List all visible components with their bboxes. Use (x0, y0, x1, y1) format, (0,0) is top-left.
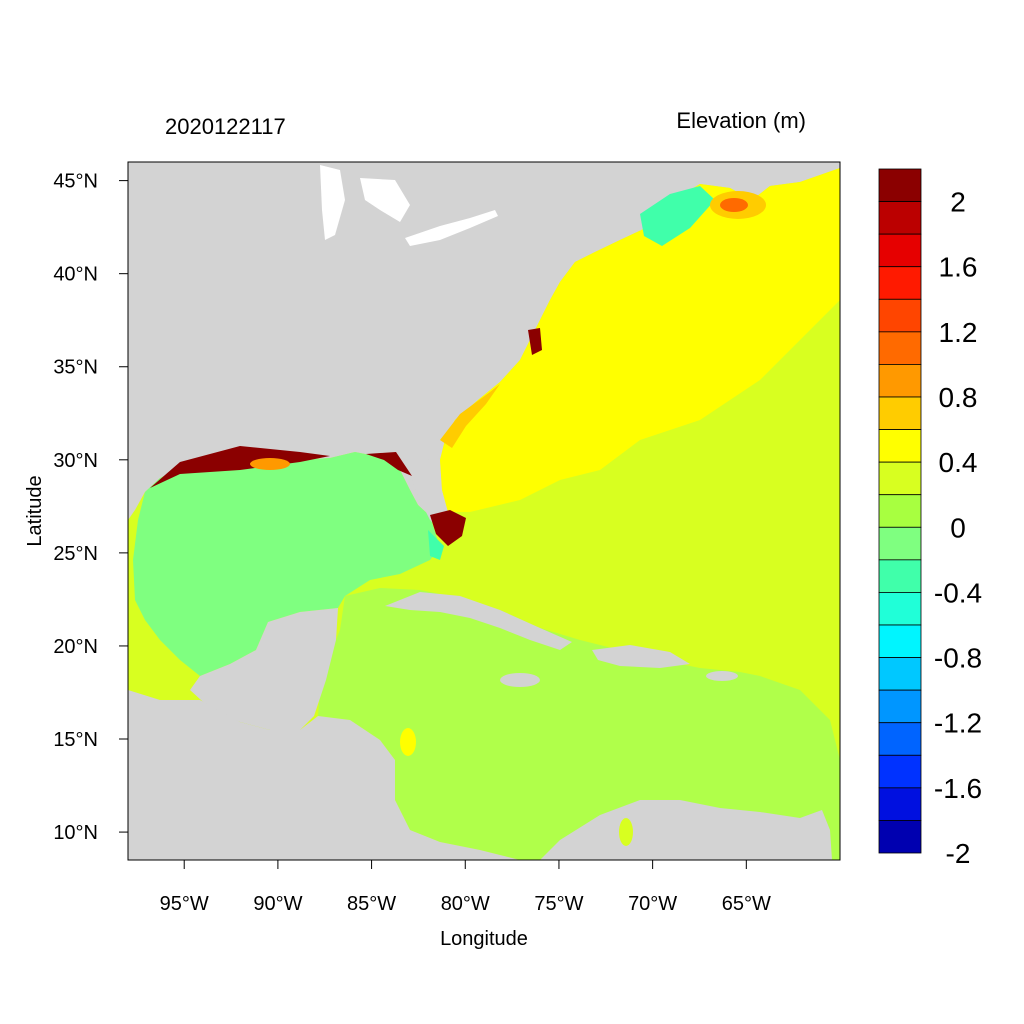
lake-huron (360, 178, 410, 222)
colorbar-swatch (878, 754, 922, 789)
colorbar-swatch (878, 689, 922, 724)
y-tick-label: 20°N (53, 636, 98, 658)
x-tick-label: 70°W (628, 893, 677, 915)
honduras-warm (400, 728, 416, 756)
colorbar-swatch (878, 657, 922, 691)
colorbar-swatch (878, 592, 922, 626)
y-tick-label: 45°N (53, 171, 98, 193)
colorbar-swatch (878, 168, 922, 202)
colorbar-label: -0.4 (934, 577, 982, 608)
land-florida (412, 458, 448, 530)
x-tick-label: 90°W (253, 893, 302, 915)
colorbar-swatch (878, 559, 922, 593)
colorbar-label: -2 (946, 838, 971, 869)
maracaibo-warm (619, 818, 633, 846)
fundy-hot (720, 198, 748, 212)
surge-panhandle (366, 452, 412, 476)
colorbar-labels: 2 1.6 1.2 0.8 0.4 0 -0.4 -0.8 -1.2 -1.6 -2 (934, 187, 982, 869)
nearshore-band (440, 168, 840, 512)
x-tick-label: 95°W (160, 893, 209, 915)
colorbar-swatch (878, 429, 922, 463)
gulf-of-maine-cool (640, 186, 715, 246)
colorbar-label: -0.8 (934, 643, 982, 674)
y-axis-label: Latitude (24, 475, 46, 546)
x-tick-label: 65°W (722, 893, 771, 915)
map-plot-area (128, 162, 840, 860)
louisiana-orange (250, 458, 290, 470)
colorbar-swatch (878, 201, 922, 235)
colorbar-swatch (878, 298, 922, 333)
colorbar-label: 0 (950, 512, 966, 543)
colorbar-label: 0.4 (939, 447, 978, 478)
plot-frame (127, 161, 841, 861)
surge-chesapeake (528, 328, 542, 355)
surge-gulf-coast (150, 446, 330, 488)
colorbar-swatch (878, 526, 922, 561)
land-yucatan (190, 608, 338, 730)
y-tick-label: 25°N (53, 543, 98, 565)
colorbar-swatch (878, 364, 922, 398)
y-tick-label: 30°N (53, 450, 98, 472)
colorbar-swatch (878, 624, 922, 658)
coastal-orange-georgia (440, 384, 500, 448)
x-axis-label: Longitude (440, 928, 528, 950)
colorbar-swatch (878, 722, 922, 756)
colorbar-label: -1.2 (934, 708, 982, 739)
variable-label: Elevation (m) (676, 108, 806, 133)
colorbar-swatch (878, 820, 922, 854)
colorbar-swatch (878, 396, 922, 430)
y-tick-label: 40°N (53, 264, 98, 286)
land-central-america (128, 690, 520, 860)
colorbar-label: 0.8 (939, 382, 978, 413)
land-south-america (540, 800, 832, 860)
colorbar-swatch (878, 331, 922, 365)
land-north-america (128, 162, 840, 520)
x-tick-label: 80°W (441, 893, 490, 915)
x-tick-label: 75°W (534, 893, 583, 915)
land-cuba (385, 592, 572, 650)
y-tick-label: 15°N (53, 729, 98, 751)
land-puerto-rico (706, 671, 738, 681)
florida-straits-cool (428, 530, 444, 560)
colorbar-swatch (878, 787, 922, 821)
y-tick-label: 35°N (53, 357, 98, 379)
colorbar-swatch (878, 461, 922, 496)
lake-erie-ontario (405, 210, 498, 246)
colorbar-swatch (878, 233, 922, 268)
colorbar-swatch (878, 266, 922, 300)
colorbar-label: 2 (950, 187, 966, 218)
x-tick-label: 85°W (347, 893, 396, 915)
land-hispaniola (592, 645, 690, 668)
colorbar-swatch (878, 494, 922, 528)
colorbar-label: 1.2 (939, 317, 978, 348)
lake-michigan (320, 165, 345, 240)
surge-south-florida (430, 510, 466, 546)
land-jamaica (500, 673, 540, 687)
colorbar (878, 168, 922, 854)
y-axis-ticks: 45°N 40°N 35°N 30°N 25°N 20°N 15°N 10°N (53, 171, 128, 844)
y-tick-label: 10°N (53, 822, 98, 844)
colorbar-label: -1.6 (934, 773, 982, 804)
colorbar-label: 1.6 (939, 252, 978, 283)
caribbean-sea (318, 588, 840, 860)
gulf-of-mexico (133, 452, 440, 676)
x-axis-ticks: 95°W 90°W 85°W 80°W 75°W 70°W 65°W (160, 860, 771, 915)
timestamp-label: 2020122117 (165, 114, 286, 139)
